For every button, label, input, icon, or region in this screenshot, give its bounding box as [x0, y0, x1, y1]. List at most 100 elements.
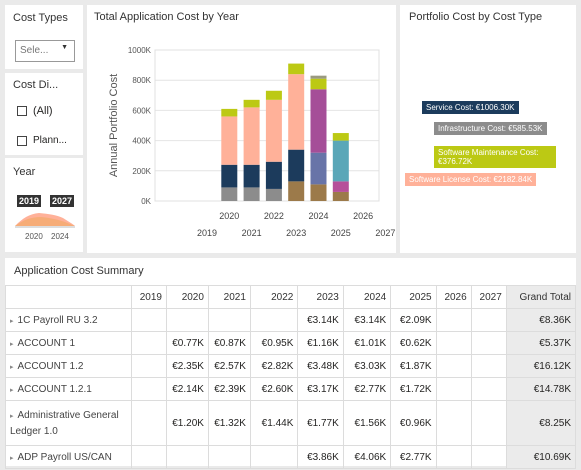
table-row[interactable]: ▸ ADP Payroll US/CAN €3.86K €4.06K €2.77K €10… [5, 445, 577, 469]
value-cell [435, 445, 472, 469]
bar-segment [310, 78, 327, 90]
portfolio-cost-card: Portfolio Cost by Cost Type Service Cost… [400, 5, 576, 253]
value-cell [165, 308, 209, 332]
row-name-label: ACCOUNT 1.2 [17, 360, 84, 372]
value-cell [435, 354, 472, 378]
column-header-grand-total[interactable]: Grand Total [505, 285, 577, 309]
value-cell: €2.35K [165, 354, 209, 378]
column-header-year[interactable]: 2021 [207, 285, 251, 309]
expand-icon[interactable]: ▸ [10, 363, 14, 371]
y-tick-label: 0K [141, 197, 151, 206]
value-cell [207, 308, 251, 332]
value-cell [130, 331, 167, 355]
value-cell: €1.16K [297, 331, 344, 355]
x-tick-label: 2025 [331, 228, 351, 238]
bar-segment [221, 164, 238, 188]
checkbox-planned[interactable] [17, 135, 27, 146]
column-header-year[interactable]: 2024 [342, 285, 392, 309]
year-start-badge[interactable]: 2019 [17, 195, 42, 207]
label-software-license-cost[interactable]: Software License Cost: €2182.84K [405, 173, 537, 186]
label-service-cost[interactable]: Service Cost: €1006.30K [422, 101, 519, 114]
column-header-year[interactable]: 2022 [249, 285, 299, 309]
row-name[interactable]: ▸ ACCOUNT 1.2.1 [5, 377, 132, 401]
row-name-label: ADP Payroll US/CAN [17, 451, 112, 463]
label-infrastructure-cost[interactable]: Infrastructure Cost: €585.53K [434, 122, 547, 135]
table-row[interactable]: ▸ 1C Payroll RU 3.2 €3.14K €3.14K €2.09K €8.3… [5, 308, 577, 332]
y-tick-label: 1000K [128, 46, 152, 55]
value-cell: €3.14K [297, 308, 344, 332]
value-cell: €3.17K [297, 377, 344, 401]
expand-icon[interactable]: ▸ [10, 317, 14, 325]
checkbox-all[interactable] [17, 106, 27, 116]
year-range-sparkline[interactable] [13, 208, 77, 230]
x-tick-label: 2021 [242, 228, 262, 238]
expand-icon[interactable]: ▸ [10, 454, 14, 462]
column-header-year[interactable]: 2025 [390, 285, 437, 309]
row-name[interactable]: ▸ ADP Payroll US/CAN [5, 445, 132, 469]
y-tick-label: 200K [132, 167, 151, 176]
year-axis-end: 2024 [51, 232, 69, 241]
row-name[interactable]: ▸ ACCOUNT 1.2 [5, 354, 132, 378]
expand-icon[interactable]: ▸ [10, 340, 14, 348]
value-cell: €1.44K [249, 400, 299, 446]
row-name[interactable]: ▸ 1C Payroll RU 3.2 [5, 308, 132, 332]
bar-segment [310, 184, 327, 201]
bar-segment [243, 187, 260, 201]
column-header-name[interactable] [5, 285, 132, 309]
expand-icon[interactable]: ▸ [10, 412, 14, 420]
option-all-label: (All) [33, 105, 53, 117]
column-header-year[interactable]: 2026 [435, 285, 472, 309]
value-cell: €2.39K [207, 377, 251, 401]
table-row[interactable]: ▸ ACCOUNT 1 €0.77K €0.87K €0.95K €1.16K €1.01K… [5, 331, 577, 355]
column-header-year[interactable]: 2023 [297, 285, 344, 309]
value-cell: €0.77K [165, 331, 209, 355]
value-cell: €1.56K [342, 400, 392, 446]
column-header-year[interactable]: 2027 [470, 285, 507, 309]
bar-segment [288, 63, 305, 75]
value-cell [435, 331, 472, 355]
cost-types-dropdown[interactable]: Sele... ▼ [15, 40, 75, 62]
table-row[interactable]: ▸ Administrative General Ledger 1.0 €1.20K… [5, 400, 577, 446]
table-row[interactable]: ▸ ACCOUNT 1.2.1 €2.14K €2.39K €2.60K €3.17K €2… [5, 377, 577, 401]
value-cell [249, 308, 299, 332]
row-name-label: Administrative General Ledger 1.0 [10, 409, 119, 437]
x-tick-label: 2026 [353, 211, 373, 221]
bar-segment [332, 140, 349, 182]
value-cell: €1.32K [207, 400, 251, 446]
column-header-year[interactable]: 2019 [130, 285, 167, 309]
row-name-label: 1C Payroll RU 3.2 [17, 314, 98, 326]
x-tick-label: 2022 [264, 211, 284, 221]
year-end-badge[interactable]: 2027 [50, 195, 75, 207]
grand-total-cell: €8.25K [505, 400, 577, 446]
row-name[interactable]: ▸ ACCOUNT 1 [5, 331, 132, 355]
value-cell [130, 377, 167, 401]
value-cell: €0.87K [207, 331, 251, 355]
table-row[interactable]: ▸ ACCOUNT 1.2 €2.35K €2.57K €2.82K €3.48K €3.0… [5, 354, 577, 378]
cost-by-year-chart[interactable]: 0K 200K 400K 600K 800K 1000K Annual Portfolio … [87, 5, 396, 253]
expand-icon[interactable]: ▸ [10, 386, 14, 394]
x-tick-label: 2027 [375, 228, 395, 238]
value-cell [470, 354, 507, 378]
option-planned[interactable]: Plann... [17, 135, 67, 146]
row-name[interactable]: ▸ Administrative General Ledger 1.0 [5, 400, 132, 446]
y-tick-label: 400K [132, 137, 151, 146]
column-header-year[interactable]: 2020 [165, 285, 209, 309]
cost-distribution-slicer: Cost Di... (All) Plann... [5, 73, 83, 155]
portfolio-title: Portfolio Cost by Cost Type [409, 11, 543, 23]
bar-segment [288, 74, 305, 150]
option-all[interactable]: (All) [17, 105, 53, 117]
bar-segment [265, 161, 282, 189]
label-software-maintenance-cost[interactable]: Software Maintenance Cost: €376.72K [434, 146, 556, 168]
bar-segment [221, 187, 238, 201]
cost-types-dropdown-value: Sele... [20, 45, 49, 56]
value-cell: €2.77K [342, 377, 392, 401]
value-cell: €2.82K [249, 354, 299, 378]
value-cell [165, 445, 209, 469]
y-tick-label: 600K [132, 106, 151, 115]
value-cell: €0.62K [390, 331, 437, 355]
chevron-down-icon: ▼ [61, 44, 68, 51]
bar-segment [310, 152, 327, 185]
row-name-label: ACCOUNT 1.2.1 [17, 383, 92, 395]
bar-segment [288, 181, 305, 201]
y-tick-label: 800K [132, 76, 151, 85]
